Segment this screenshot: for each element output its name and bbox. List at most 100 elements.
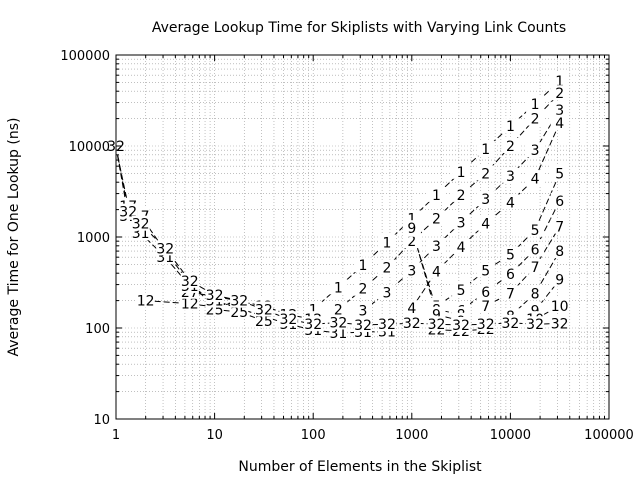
point-label-bg — [354, 257, 373, 273]
x-tick-label: 100000 — [584, 428, 634, 443]
point-label: 1 — [457, 165, 466, 181]
point-label-bg — [427, 210, 446, 226]
point-label: 4 — [555, 116, 564, 132]
point-label-bg — [230, 292, 249, 308]
point-label-bg — [377, 259, 396, 275]
point-label: 4 — [481, 217, 490, 233]
point-label-bg — [501, 167, 520, 183]
point-label-bg — [329, 301, 348, 317]
point-label: 32 — [206, 288, 224, 304]
series-line — [338, 92, 561, 310]
point-label: 10 — [551, 299, 569, 315]
point-label-bg — [354, 280, 373, 296]
point-label-bg — [550, 243, 569, 259]
y-tick-label: 1000 — [77, 231, 110, 246]
point-label: 1 — [334, 280, 343, 296]
series-line — [411, 228, 462, 322]
point-label: 2 — [457, 188, 466, 204]
point-label: 12 — [181, 297, 199, 313]
y-tick-label: 100000 — [60, 49, 110, 64]
series-2 — [338, 92, 561, 310]
point-label: 1 — [506, 119, 515, 135]
point-label-bg — [550, 72, 569, 88]
point-label: 3 — [555, 103, 564, 119]
point-label: 6 — [531, 242, 540, 258]
point-label: 32 — [526, 317, 544, 333]
point-label-bg — [304, 316, 323, 332]
point-label-bg — [526, 285, 545, 301]
point-label: 3 — [407, 263, 416, 279]
series-5 — [436, 173, 561, 307]
point-label-bg — [377, 234, 396, 250]
point-label: 1 — [481, 142, 490, 158]
series-9 — [534, 279, 561, 312]
series-7 — [485, 226, 561, 307]
y-axis-title: Average Time for One Lookup (ns) — [6, 118, 22, 357]
point-label-bg — [550, 165, 569, 181]
grid — [116, 55, 609, 419]
point-label: 32 — [304, 317, 322, 333]
series-9 — [411, 228, 462, 322]
point-label-bg — [476, 215, 495, 231]
point-label-bg — [119, 203, 138, 219]
point-label-bg — [254, 301, 273, 317]
point-label: 7 — [481, 299, 490, 315]
point-label-bg — [377, 284, 396, 300]
point-label-bg — [476, 191, 495, 207]
point-label: 4 — [432, 264, 441, 280]
point-label: 7 — [531, 260, 540, 276]
point-label: 8 — [555, 244, 564, 260]
point-label-bg — [377, 316, 396, 332]
point-label: 1 — [531, 97, 540, 113]
point-label: 32 — [403, 316, 421, 332]
point-label-bg — [501, 285, 520, 301]
point-label: 2 — [531, 112, 540, 128]
point-label-bg — [526, 221, 545, 237]
point-label: 4 — [457, 240, 466, 256]
point-label: 4 — [531, 171, 540, 187]
point-label: 3 — [383, 286, 392, 302]
point-label: 1 — [383, 236, 392, 252]
point-label-bg — [501, 246, 520, 262]
point-label: 32 — [477, 317, 495, 333]
point-label: 5 — [457, 283, 466, 299]
point-label-bg — [136, 292, 155, 308]
point-label-bg — [254, 312, 273, 328]
point-label: 2 — [432, 211, 441, 227]
point-label: 3 — [531, 143, 540, 159]
point-label-bg — [452, 186, 471, 202]
point-label-bg — [180, 272, 199, 288]
point-label-bg — [501, 118, 520, 134]
point-label: 9 — [432, 308, 441, 324]
point-label-bg — [329, 279, 348, 295]
x-axis-title: Number of Elements in the Skiplist — [238, 459, 482, 475]
point-label-bg — [501, 138, 520, 153]
point-label: 5 — [555, 166, 564, 182]
point-label: 32 — [329, 315, 347, 331]
point-label: 3 — [481, 192, 490, 208]
point-label: 32 — [255, 302, 273, 318]
point-label: 32 — [501, 316, 519, 332]
point-label-bg — [550, 114, 569, 130]
point-label: 32 — [452, 318, 470, 334]
point-label-bg — [550, 218, 569, 234]
point-label: 32 — [279, 312, 297, 328]
point-label-bg — [476, 262, 495, 278]
point-label-bg — [180, 295, 199, 311]
point-label: 4 — [407, 301, 416, 317]
point-label-bg — [156, 240, 175, 256]
point-label: 3 — [432, 239, 441, 255]
point-label-bg — [550, 297, 569, 313]
point-label: 32 — [378, 317, 396, 333]
point-label: 32 — [181, 274, 199, 290]
point-label: 31 — [329, 326, 347, 342]
point-label: 2 — [481, 166, 490, 182]
point-label: 3 — [457, 215, 466, 231]
point-label: 1 — [432, 188, 441, 204]
point-label-bg — [452, 282, 471, 298]
point-label-bg — [427, 186, 446, 202]
point-label: 2 — [555, 86, 564, 102]
series-label-layer: 1111111111122222222223333333334444444555… — [107, 72, 569, 342]
point-label-bg — [230, 303, 249, 319]
point-label: 2 — [359, 282, 368, 298]
